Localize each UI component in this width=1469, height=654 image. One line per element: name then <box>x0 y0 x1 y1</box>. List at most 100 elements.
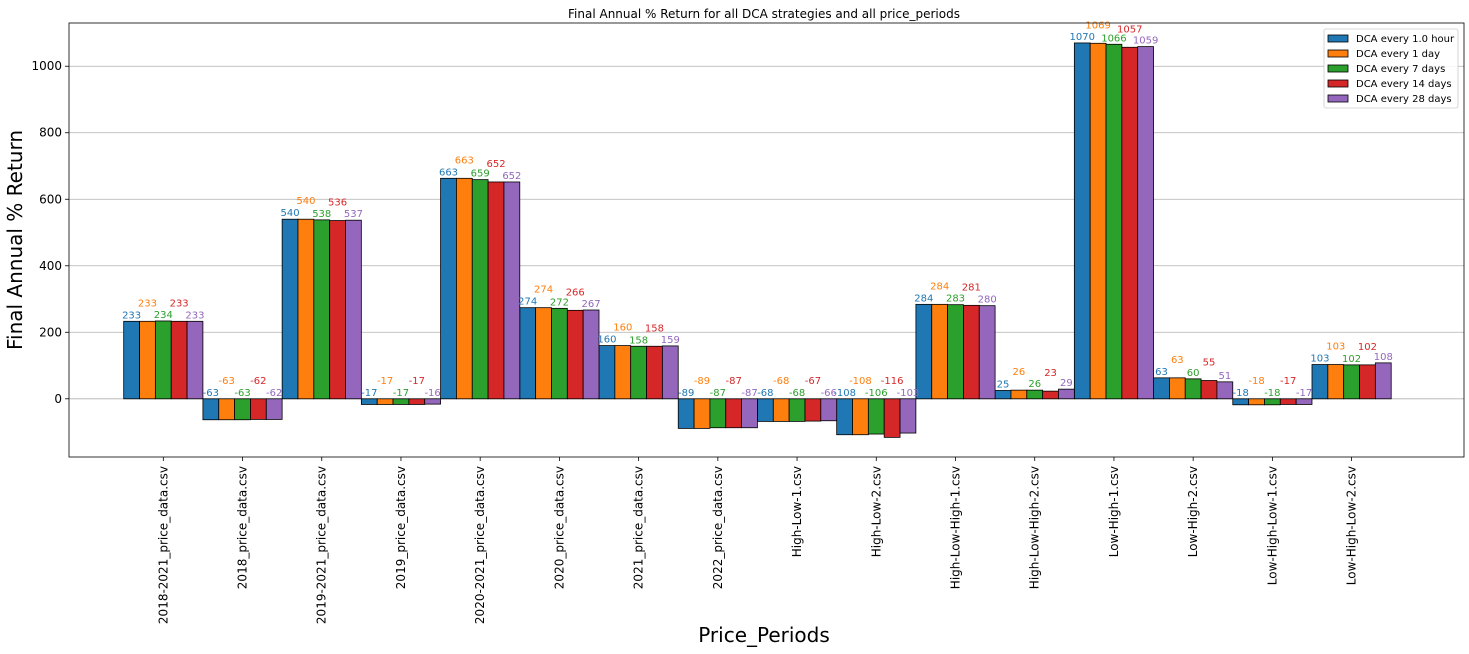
data-label: -16 <box>424 388 440 399</box>
legend-box <box>1323 28 1459 109</box>
data-label: -17 <box>1296 388 1312 399</box>
legend: DCA every 1.0 hour DCA every 1 day DCA eve… <box>1323 28 1459 109</box>
bar <box>867 398 885 435</box>
y-tick-label: 600 <box>39 192 62 206</box>
legend-swatch <box>1327 49 1349 58</box>
bar <box>931 303 948 400</box>
bar <box>899 398 917 434</box>
bar <box>360 398 378 405</box>
data-label: 160 <box>597 335 616 346</box>
data-label: 103 <box>1310 354 1329 365</box>
data-label: 26 <box>1013 367 1026 378</box>
legend-label: DCA every 7 days <box>1356 64 1445 75</box>
bar <box>1184 378 1202 400</box>
data-labels: 233 -63 540 -17 663 274 160 -89 -68 -108 284 25 1070… <box>122 20 1393 399</box>
grid-lines <box>69 65 1464 400</box>
y-tick-label: 0 <box>54 392 62 406</box>
bar <box>852 398 869 436</box>
bar <box>1105 43 1123 400</box>
data-label: -18 <box>1248 376 1264 387</box>
data-label: 63 <box>1171 355 1184 366</box>
data-label: 281 <box>962 282 981 293</box>
bar <box>234 398 251 421</box>
bar <box>804 398 822 422</box>
x-tick-label: Low-High-Low-2.csv <box>1345 466 1359 585</box>
bar <box>297 218 315 400</box>
legend-label: DCA every 1 day <box>1356 49 1440 60</box>
data-label: -67 <box>805 376 821 387</box>
data-label: 540 <box>296 196 315 207</box>
bar <box>1137 46 1154 400</box>
data-label: 659 <box>471 169 490 180</box>
x-axis-title: Price_Periods <box>698 623 830 647</box>
data-label: 233 <box>122 310 141 321</box>
data-label: 540 <box>281 208 300 219</box>
bar <box>265 398 283 420</box>
bar <box>123 320 140 400</box>
bar <box>1311 364 1329 400</box>
data-label: -103 <box>897 388 920 399</box>
data-label: -63 <box>203 388 219 399</box>
x-tick-label: 2020-2021_price_data.csv <box>473 466 487 624</box>
bar <box>456 177 473 400</box>
data-label: -18 <box>1233 388 1249 399</box>
bar <box>281 218 299 400</box>
bar <box>250 398 267 420</box>
x-tick-label: High-Low-High-2.csv <box>1028 466 1042 589</box>
data-label: -17 <box>393 388 409 399</box>
bar <box>947 304 964 400</box>
bar <box>487 181 505 400</box>
bar <box>1169 377 1186 400</box>
bar <box>440 177 457 400</box>
data-label: -63 <box>219 376 235 387</box>
bar <box>392 398 410 405</box>
data-label: -63 <box>234 388 250 399</box>
bar <box>1279 398 1297 405</box>
bars <box>123 42 1392 438</box>
data-label: 26 <box>1028 379 1041 390</box>
bar <box>1295 398 1313 405</box>
bar <box>566 309 584 400</box>
data-label: 1057 <box>1117 24 1142 35</box>
bar <box>1327 364 1345 400</box>
data-label: -106 <box>865 388 888 399</box>
y-axis-title: Final Annual % Return <box>3 130 27 350</box>
bar <box>757 398 774 422</box>
data-label: 1069 <box>1085 20 1110 31</box>
data-label: 55 <box>1203 358 1216 369</box>
data-label: -89 <box>694 376 710 387</box>
bar <box>1248 398 1265 406</box>
bar <box>139 320 156 400</box>
data-label: 159 <box>661 335 680 346</box>
data-label: 274 <box>518 297 537 308</box>
data-label: 233 <box>170 298 189 309</box>
bar <box>1042 390 1059 400</box>
data-label: 536 <box>328 198 347 209</box>
x-tick-label: 2022_price_data.csv <box>711 466 725 589</box>
y-tick-label: 400 <box>39 259 62 273</box>
x-tick-label: 2020_price_data.csv <box>552 466 566 589</box>
bar <box>582 309 600 400</box>
data-label: 274 <box>534 285 553 296</box>
data-label: -17 <box>361 388 377 399</box>
bar <box>883 398 901 438</box>
x-tick-label: Low-High-2.csv <box>1186 466 1200 557</box>
data-label: -66 <box>821 388 837 399</box>
data-label: 283 <box>946 294 965 305</box>
bar <box>1374 362 1392 400</box>
data-label: 1070 <box>1070 32 1095 43</box>
bar <box>725 398 743 429</box>
y-tick-label: 800 <box>39 126 62 140</box>
bar <box>186 320 204 400</box>
legend-label: DCA every 14 days <box>1356 79 1452 90</box>
legend-swatch <box>1327 94 1349 103</box>
bar <box>661 345 679 400</box>
data-label: -17 <box>377 376 393 387</box>
x-tick-label: Low-High-Low-1.csv <box>1265 466 1279 585</box>
bar <box>376 398 394 405</box>
x-tick-label: High-Low-High-1.csv <box>949 466 963 589</box>
x-tick-label: 2019_price_data.csv <box>394 466 408 589</box>
chart-title: Final Annual % Return for all DCA strate… <box>568 7 960 21</box>
data-label: -89 <box>678 388 694 399</box>
